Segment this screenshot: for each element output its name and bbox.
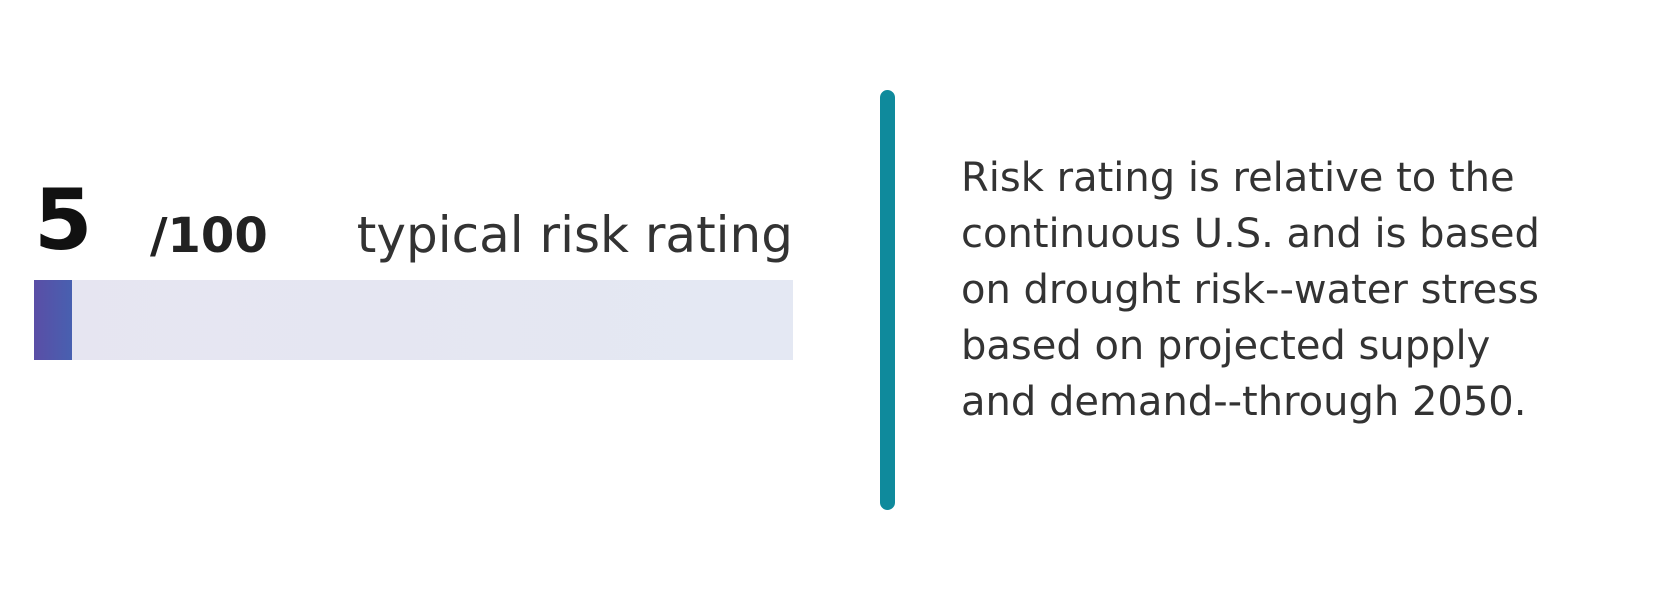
description-line: on drought risk--water stress <box>961 267 1539 313</box>
divider <box>880 90 895 510</box>
description-line: based on projected supply <box>961 323 1491 369</box>
description-line: and demand--through 2050. <box>961 379 1527 425</box>
rating-value: 5 <box>34 171 93 269</box>
description: Risk rating is relative to the continuous… <box>961 150 1540 430</box>
rating-track <box>34 280 793 360</box>
rating-label: typical risk rating <box>356 206 793 264</box>
rating-bar <box>34 280 72 360</box>
description-line: Risk rating is relative to the <box>961 155 1515 201</box>
rating-max: /100 <box>150 208 268 264</box>
description-line: continuous U.S. and is based <box>961 211 1540 257</box>
